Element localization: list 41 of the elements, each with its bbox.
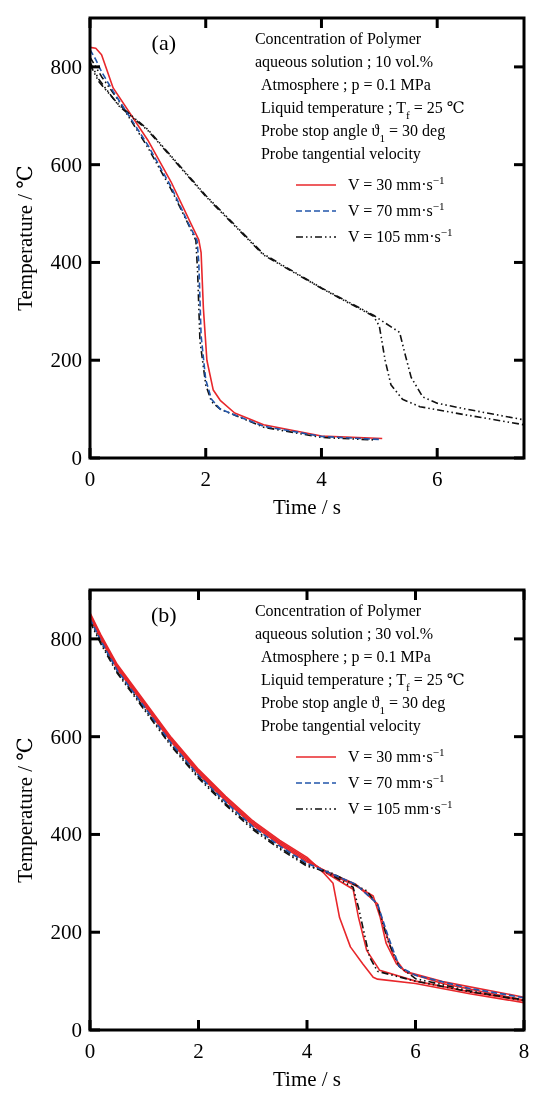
y-axis-title: Temperature / ℃ (13, 165, 37, 311)
x-axis-title: Time / s (272, 1067, 342, 1091)
y-tick-label: 600 (50, 152, 82, 177)
legend-label: V = 70 mm·s$^{−1}$ (348, 200, 445, 219)
y-tick-label: 400 (50, 250, 82, 275)
x-tick-label: 2 (200, 467, 211, 491)
y-tick-label: 200 (50, 348, 82, 373)
legend-label: V = 30 mm·s$^{−1}$ (348, 746, 445, 765)
y-tick-label: 0 (71, 446, 82, 470)
annotation: (a) (151, 30, 176, 55)
legend-label: V = 70 mm·s$^{−1}$ (348, 772, 445, 791)
y-tick-label: 400 (50, 822, 82, 847)
annotation: aqueous solution ; 10 vol.% (254, 53, 434, 71)
annotation: Probe tangential velocity (260, 717, 421, 735)
y-tick-label: 800 (50, 54, 82, 79)
annotation: aqueous solution ; 30 vol.% (254, 625, 434, 643)
y-tick-label: 600 (50, 724, 82, 749)
annotation: Liquid temperature ; T$_{f}$ = 25 ℃ (260, 671, 465, 693)
x-tick-label: 8 (518, 1039, 530, 1063)
legend-label: V = 105 mm·s$^{−1}$ (348, 798, 453, 817)
annotation: Concentration of Polymer (254, 30, 422, 48)
annotation: Liquid temperature ; T$_{f}$ = 25 ℃ (260, 99, 465, 121)
x-tick-label: 6 (431, 467, 443, 491)
x-tick-label: 4 (301, 1039, 313, 1063)
annotation: Concentration of Polymer (254, 602, 422, 620)
y-tick-label: 800 (50, 626, 82, 651)
legend-label: V = 30 mm·s$^{−1}$ (348, 174, 445, 193)
annotation: Atmosphere ; p = 0.1 MPa (260, 648, 431, 666)
y-tick-label: 0 (71, 1018, 82, 1042)
x-tick-label: 4 (316, 467, 328, 491)
annotation: Probe stop angle ϑ$_{1}$ = 30 deg (260, 694, 446, 716)
y-axis-title: Temperature / ℃ (13, 737, 37, 883)
x-axis-title: Time / s (272, 495, 342, 519)
annotation: Atmosphere ; p = 0.1 MPa (260, 76, 431, 94)
x-tick-label: 2 (193, 1039, 204, 1063)
x-tick-label: 6 (410, 1039, 421, 1063)
annotation: (b) (150, 602, 177, 627)
legend-label: V = 105 mm·s$^{−1}$ (348, 226, 453, 245)
y-tick-label: 200 (50, 920, 82, 945)
annotation: Probe tangential velocity (260, 145, 421, 163)
annotation: Probe stop angle ϑ$_{1}$ = 30 deg (260, 122, 446, 144)
